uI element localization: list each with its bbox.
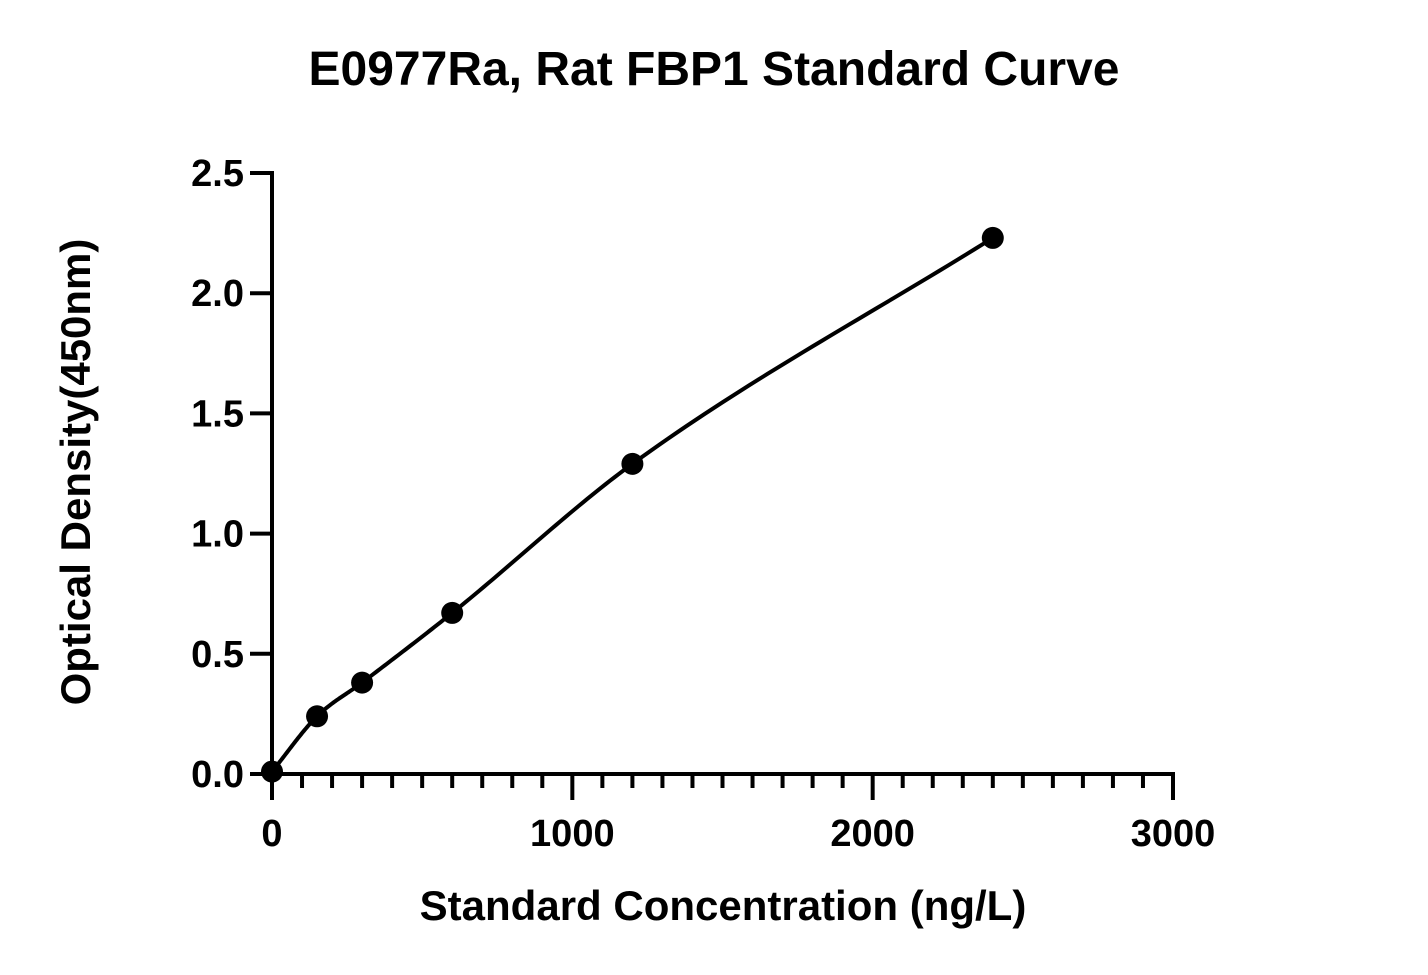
x-axis-label: Standard Concentration (ng/L) bbox=[420, 882, 1027, 929]
y-tick-label: 0.5 bbox=[191, 634, 244, 676]
y-tick-label: 0.0 bbox=[191, 754, 244, 796]
data-points-layer bbox=[261, 226, 1004, 783]
data-point bbox=[441, 601, 464, 624]
data-point bbox=[981, 226, 1004, 249]
fit-curve bbox=[270, 236, 994, 773]
x-tick-label: 3000 bbox=[1131, 813, 1216, 855]
data-point bbox=[306, 705, 329, 728]
chart-title: E0977Ra, Rat FBP1 Standard Curve bbox=[308, 43, 1120, 96]
y-tick-label: 1.0 bbox=[191, 514, 244, 556]
x-tick-label: 2000 bbox=[830, 813, 915, 855]
y-tick-label: 2.5 bbox=[191, 153, 244, 195]
fit-curve-layer bbox=[270, 236, 994, 773]
data-point bbox=[261, 760, 283, 783]
y-axis-label: Optical Density(450nm) bbox=[52, 239, 99, 706]
x-tick-label: 1000 bbox=[530, 813, 615, 855]
y-tick-label: 2.0 bbox=[191, 273, 244, 315]
x-tick-label: 0 bbox=[261, 813, 282, 855]
data-point bbox=[351, 671, 374, 694]
axes: 0.0 0.5 1.0 1.5 2.0 2.5 0 1000 2000 3000 bbox=[191, 153, 1215, 855]
data-point bbox=[621, 452, 644, 475]
y-tick-label: 1.5 bbox=[191, 393, 244, 435]
